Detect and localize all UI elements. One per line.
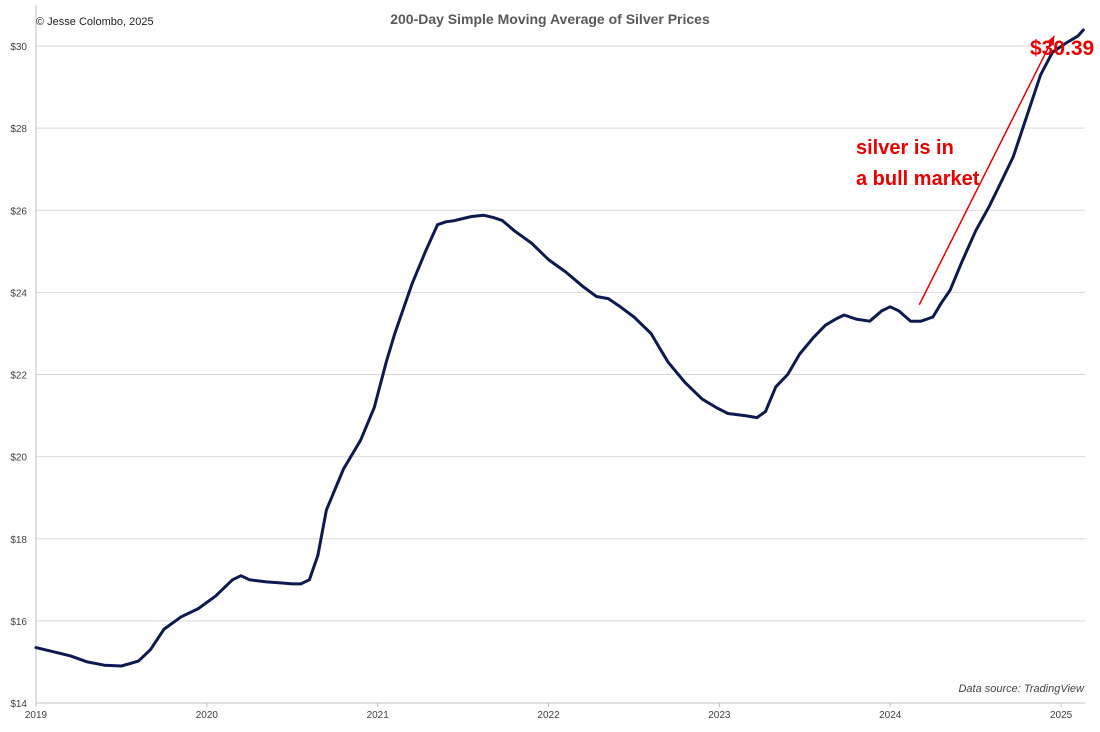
last-value-label: $30.39 bbox=[1030, 37, 1095, 60]
y-axis-ticks: $14 $16 $18 $20 $22 $24 $26 $28 $30 bbox=[10, 42, 27, 710]
y-tick-label: $18 bbox=[10, 535, 27, 546]
chart-title: 200-Day Simple Moving Average of Silver … bbox=[390, 11, 710, 27]
gridlines bbox=[35, 5, 1085, 704]
x-tick-label: 2022 bbox=[537, 710, 560, 721]
x-tick-label: 2021 bbox=[367, 710, 390, 721]
annotation-line-2: a bull market bbox=[856, 168, 980, 190]
copyright-notice: © Jesse Colombo, 2025 bbox=[36, 16, 154, 28]
x-tick-label: 2023 bbox=[708, 710, 731, 721]
silver-sma-line bbox=[34, 28, 1085, 668]
y-tick-label: $22 bbox=[10, 371, 27, 382]
annotation-line-1: silver is in bbox=[856, 137, 954, 159]
y-tick-label: $16 bbox=[10, 617, 27, 628]
series-layer bbox=[34, 28, 1085, 668]
annotation-layer bbox=[918, 35, 1055, 306]
x-tick-label: 2025 bbox=[1050, 710, 1073, 721]
y-tick-label: $26 bbox=[10, 206, 27, 217]
x-tick-label: 2020 bbox=[196, 710, 219, 721]
y-tick-label: $14 bbox=[10, 699, 27, 710]
x-axis-ticks: 2019 2020 2021 2022 2023 2024 2025 bbox=[25, 703, 1073, 721]
trend-arrow bbox=[918, 35, 1055, 306]
y-tick-label: $30 bbox=[10, 42, 27, 53]
trend-arrow-head bbox=[1046, 35, 1055, 46]
x-tick-label: 2019 bbox=[25, 710, 48, 721]
y-tick-label: $24 bbox=[10, 288, 27, 299]
y-tick-label: $28 bbox=[10, 124, 27, 135]
y-tick-label: $20 bbox=[10, 453, 27, 464]
x-tick-label: 2024 bbox=[879, 710, 902, 721]
data-source-note: Data source: TradingView bbox=[958, 683, 1084, 695]
